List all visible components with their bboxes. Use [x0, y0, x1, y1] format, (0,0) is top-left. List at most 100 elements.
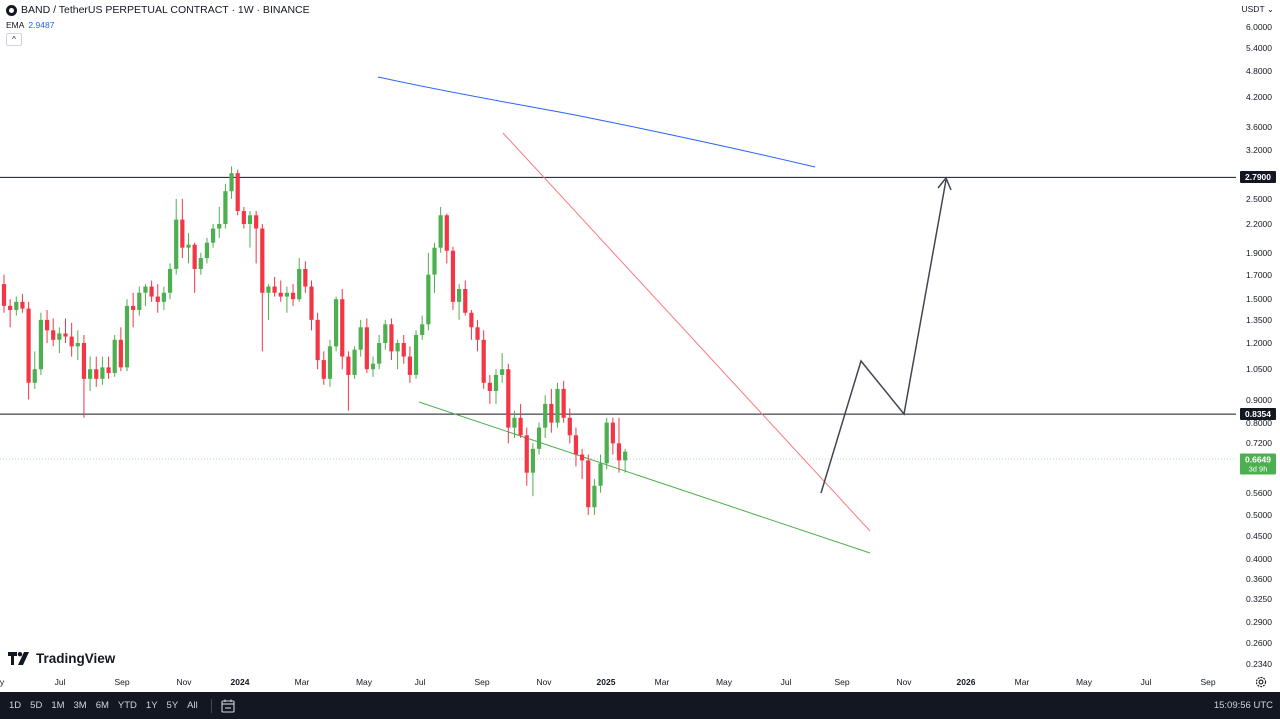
calendar-goto-icon[interactable] — [220, 698, 236, 714]
bottom-toolbar: 1D 5D 1M 3M 6M YTD 1Y 5Y All 15:09:56 UTC — [0, 692, 1280, 719]
candle-body — [413, 334, 419, 375]
candle-body — [518, 417, 523, 436]
current-price: 0.6649 — [1245, 454, 1271, 465]
candle-body — [592, 485, 597, 508]
candle-body — [137, 292, 142, 310]
candle-body — [604, 422, 609, 464]
price-tick: 1.2000 — [1246, 338, 1272, 348]
candle-body — [143, 286, 148, 293]
price-tick: 3.2000 — [1246, 145, 1272, 156]
candle-body — [124, 305, 130, 368]
currency-selector[interactable]: USDT ⌄ — [1242, 4, 1275, 15]
chart-pane[interactable] — [0, 0, 1236, 672]
tradingview-logo[interactable]: TradingView — [8, 651, 115, 666]
time-label: Mar — [654, 677, 670, 687]
candle-body — [278, 292, 283, 297]
symbol-title[interactable]: BAND / TetherUS PERPETUAL CONTRACT · 1W … — [21, 4, 310, 16]
time-label: Mar — [1014, 677, 1030, 687]
time-label: 2024 — [230, 677, 250, 687]
range-button-1m[interactable]: 1M — [51, 700, 65, 711]
price-tick: 0.2900 — [1246, 616, 1272, 627]
projection-path — [820, 179, 947, 494]
candle-body — [94, 369, 99, 379]
candle-body — [555, 388, 560, 423]
price-tick: 0.4000 — [1246, 553, 1272, 564]
candle-body — [69, 336, 74, 347]
price-tick: 1.5000 — [1246, 294, 1272, 305]
gear-icon[interactable] — [1254, 675, 1268, 689]
candle-body — [512, 417, 517, 428]
candle-body — [8, 305, 13, 310]
symbol-logo-icon — [6, 4, 17, 16]
candle-body — [155, 296, 160, 302]
price-tick: 6.0000 — [1246, 22, 1272, 32]
range-button-1d[interactable]: 1D — [9, 700, 22, 711]
price-axis[interactable]: USDT ⌄ 6.0000 5.4000 4.8000 4.2000 3.6000 3.2… — [1236, 0, 1280, 672]
candle-body — [457, 288, 462, 302]
candle-body — [297, 268, 302, 300]
candle-body — [174, 219, 179, 269]
candle-body — [561, 388, 566, 418]
time-label: Nov — [536, 677, 552, 687]
time-axis[interactable]: y Jul Sep Nov 2024 Mar May Jul Sep Nov 2025 Mar May J… — [0, 672, 1280, 692]
legend-title-row[interactable]: BAND / TetherUS PERPETUAL CONTRACT · 1W … — [6, 4, 310, 16]
candle-body — [309, 286, 314, 320]
candle-body — [573, 435, 579, 455]
candle-body — [370, 363, 376, 370]
candle-body — [81, 343, 87, 379]
range-button-3m[interactable]: 3M — [73, 700, 87, 711]
candle-body — [266, 286, 271, 293]
time-label: y — [0, 677, 5, 687]
collapse-legend-button[interactable]: ^ — [6, 33, 22, 46]
range-button-ytd[interactable]: YTD — [117, 700, 137, 711]
time-label: May — [355, 677, 373, 687]
candle-body — [580, 454, 585, 461]
candle-body — [450, 250, 456, 302]
chart-legend: BAND / TetherUS PERPETUAL CONTRACT · 1W … — [6, 4, 310, 46]
time-label: Sep — [474, 677, 490, 687]
time-label: 2026 — [956, 677, 976, 687]
candle-body — [106, 367, 111, 374]
candle-body — [44, 319, 50, 331]
candle-body — [500, 369, 505, 375]
candle-body — [223, 191, 228, 224]
ema-line — [377, 76, 816, 168]
resistance-price-label: 2.7900 — [1240, 171, 1276, 184]
candle-body — [438, 215, 443, 248]
tradingview-logo-text: TradingView — [36, 651, 116, 666]
candle-body — [420, 324, 425, 335]
candle-body — [198, 258, 203, 269]
time-label: Nov — [896, 677, 912, 687]
price-tick: 4.8000 — [1246, 65, 1272, 76]
price-tick: 0.7200 — [1246, 438, 1272, 449]
price-tick: 0.5600 — [1246, 487, 1272, 498]
price-tick: 0.9000 — [1246, 394, 1272, 405]
range-button-1y[interactable]: 1Y — [145, 700, 158, 711]
ema-indicator-row[interactable]: EMA 2.9487 — [6, 20, 310, 30]
time-label: Jul — [780, 677, 792, 687]
candle-body — [272, 286, 277, 293]
range-button-6m[interactable]: 6M — [95, 700, 109, 711]
candle-body — [481, 339, 486, 383]
price-tick: 2.2000 — [1246, 218, 1272, 229]
time-label: Jul — [1140, 677, 1152, 687]
candle-body — [100, 367, 105, 379]
price-tick: 0.5000 — [1246, 509, 1272, 520]
candle-body — [118, 339, 123, 368]
range-button-all[interactable]: All — [187, 700, 198, 711]
candle-body — [432, 247, 437, 275]
candle-body — [395, 343, 400, 352]
range-button-5y[interactable]: 5Y — [166, 700, 179, 711]
price-chart[interactable] — [0, 0, 1236, 672]
utc-clock[interactable]: 15:09:56 UTC — [1213, 700, 1273, 711]
candle-body — [211, 228, 216, 243]
chevron-down-icon: ⌄ — [1266, 4, 1274, 14]
candle-body — [389, 324, 394, 352]
candle-body — [340, 299, 345, 357]
candle-body — [131, 305, 136, 310]
candle-body — [475, 327, 480, 340]
candle-body — [241, 211, 246, 224]
price-tick: 0.3600 — [1246, 574, 1272, 585]
range-button-5d[interactable]: 5D — [30, 700, 43, 711]
candle-body — [167, 268, 173, 293]
